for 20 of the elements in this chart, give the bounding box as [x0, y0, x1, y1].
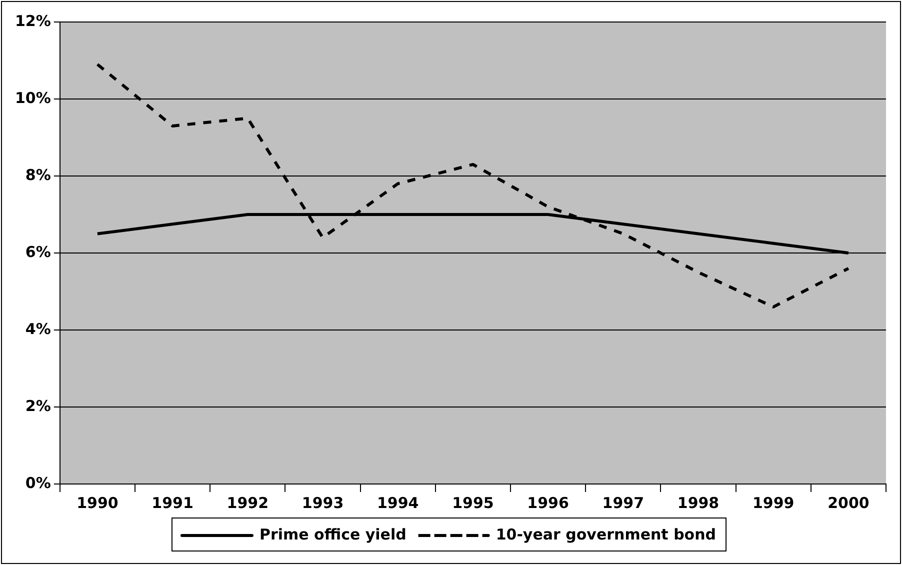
- y-tick-label: 10%: [14, 88, 51, 107]
- x-tick-label: 1993: [302, 494, 344, 512]
- y-tick-label: 8%: [25, 166, 51, 184]
- y-tick-label: 12%: [14, 12, 51, 30]
- legend-label: Prime office yield: [259, 525, 406, 544]
- x-tick-label: 1999: [752, 494, 794, 512]
- x-tick-label: 1997: [602, 494, 644, 512]
- x-tick-label: 1996: [527, 494, 569, 512]
- y-tick-label: 6%: [25, 242, 51, 261]
- x-tick-label: 1995: [452, 494, 494, 512]
- x-tick-label: 1990: [76, 494, 118, 512]
- y-tick-label: 4%: [25, 320, 51, 338]
- y-tick-label: 0%: [25, 474, 51, 492]
- x-tick-label: 1991: [152, 494, 194, 512]
- x-tick-label: 1994: [376, 494, 419, 512]
- y-tick-label: 2%: [25, 396, 51, 415]
- legend-label: 10-year government bond: [496, 525, 716, 544]
- x-tick-label: 2000: [828, 494, 870, 512]
- x-tick-label: 1992: [226, 494, 269, 512]
- x-tick-label: 1998: [677, 494, 720, 512]
